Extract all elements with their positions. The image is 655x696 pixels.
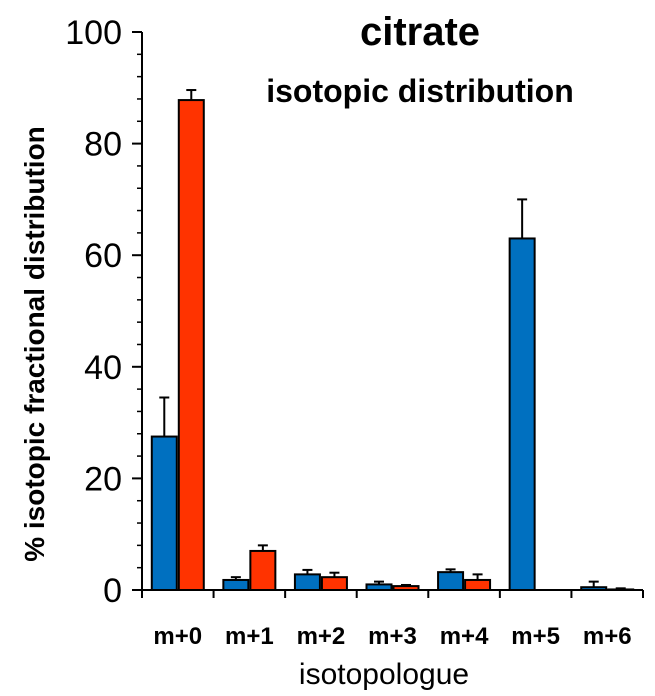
- x-tick-label: m+3: [368, 623, 417, 650]
- y-tick-label: 100: [65, 14, 122, 52]
- bar: [222, 578, 250, 591]
- x-tick-label: m+4: [440, 623, 489, 650]
- bar: [150, 435, 178, 591]
- bar: [249, 549, 277, 592]
- x-axis-label: isotopologue: [299, 658, 469, 691]
- y-tick-label: 60: [84, 237, 122, 275]
- bar: [392, 585, 420, 591]
- x-tick-label: m+1: [225, 623, 274, 650]
- y-tick-label: 0: [103, 572, 122, 610]
- y-tick-label: 20: [84, 460, 122, 498]
- bar: [365, 583, 393, 591]
- y-tick-label: 40: [84, 349, 122, 387]
- chart-title: citrate: [360, 10, 480, 54]
- bar: [607, 588, 635, 592]
- bar: [580, 586, 608, 592]
- y-tick-label: 80: [84, 126, 122, 164]
- bar: [464, 578, 492, 591]
- bar: [320, 576, 348, 592]
- bar: [437, 571, 465, 591]
- y-axis-label: % isotopic fractional distribution: [19, 126, 50, 562]
- bar: [508, 237, 536, 592]
- x-tick-label: m+0: [153, 623, 202, 650]
- chart-subtitle: isotopic distribution: [266, 73, 574, 109]
- x-tick-label: m+6: [583, 623, 632, 650]
- bar: [177, 99, 205, 592]
- x-tick-label: m+5: [511, 623, 560, 650]
- x-tick-label: m+2: [297, 623, 346, 650]
- bar: [293, 573, 321, 591]
- plot-area: 0 20 40 60 80 100 m+0 m+1 m+2 m+3 m+4 m+5 m+6: [65, 14, 644, 650]
